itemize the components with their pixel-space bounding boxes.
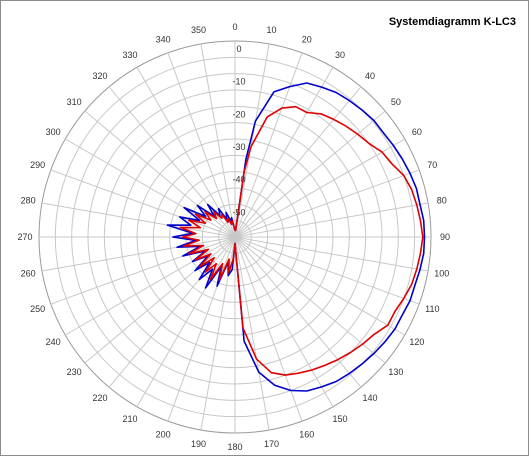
grid-spoke (50, 169, 236, 238)
angle-labels: 0 10 20 30 40 50 60 70 80 90 100 110 120 130 140 150 160… (17, 22, 450, 452)
grid-spoke (41, 202, 236, 238)
angle-tick-label: 70 (427, 160, 437, 170)
radial-tick-label: -40 (232, 175, 245, 185)
angle-tick-label: 300 (46, 127, 61, 137)
radial-tick-label: -20 (232, 109, 245, 119)
grid-spoke (41, 236, 236, 272)
angle-tick-label: 180 (227, 442, 242, 452)
angle-tick-label: 170 (264, 439, 279, 449)
angle-tick-label: 330 (122, 50, 137, 60)
angle-tick-label: 240 (46, 337, 61, 347)
grid-spoke (84, 236, 236, 364)
angle-tick-label: 320 (92, 71, 107, 81)
radial-labels: 0 -10 -20 -30 -40 -50 (232, 44, 245, 217)
series-layer (166, 82, 426, 392)
chart-title: Systemdiagramm K-LC3 (389, 16, 516, 28)
angle-tick-label: 90 (440, 232, 450, 242)
grid-spoke (84, 110, 236, 238)
grid-spoke (234, 110, 386, 238)
grid-spoke (234, 202, 429, 238)
grid-spoke (65, 236, 236, 336)
angle-tick-label: 230 (67, 367, 82, 377)
grid-spoke (234, 236, 420, 305)
series-line-2 (179, 105, 424, 376)
grid-spoke (167, 236, 236, 422)
angle-tick-label: 280 (21, 196, 36, 206)
grid-spoke (234, 236, 429, 272)
grid-spoke (234, 43, 270, 238)
angle-tick-label: 80 (437, 196, 447, 206)
grid-spoke (167, 52, 236, 238)
angle-tick-label: 30 (335, 50, 345, 60)
angle-tick-label: 10 (266, 25, 276, 35)
grid-spoke (108, 236, 236, 388)
angle-tick-label: 220 (92, 393, 107, 403)
angle-tick-label: 60 (412, 127, 422, 137)
angle-tick-label: 100 (434, 269, 449, 279)
grid-spoke (234, 236, 334, 407)
angle-tick-label: 50 (391, 97, 401, 107)
angle-tick-label: 210 (122, 414, 137, 424)
grid-spoke (234, 86, 362, 238)
angle-tick-label: 290 (30, 160, 45, 170)
grid-spoke (234, 138, 405, 238)
angle-tick-label: 350 (191, 25, 206, 35)
grid-spoke (234, 67, 334, 238)
grid-spoke (50, 236, 236, 305)
grid-spokes (39, 41, 431, 433)
angle-tick-label: 120 (409, 337, 424, 347)
radial-tick-label: -10 (232, 77, 245, 87)
angle-tick-label: 0 (232, 22, 237, 32)
radial-tick-label: -30 (232, 142, 245, 152)
grid-spoke (234, 236, 270, 431)
grid-spoke (234, 236, 386, 364)
radial-tick-label: -50 (232, 207, 245, 217)
angle-tick-label: 270 (17, 232, 32, 242)
angle-tick-label: 310 (67, 97, 82, 107)
grid-spoke (234, 236, 405, 336)
angle-tick-label: 340 (156, 35, 171, 45)
angle-tick-label: 130 (388, 367, 403, 377)
grid-spoke (136, 236, 236, 407)
grid-spoke (234, 169, 420, 238)
grid-spoke (234, 52, 303, 238)
grid-spoke (234, 236, 362, 388)
angle-tick-label: 20 (302, 35, 312, 45)
angle-tick-label: 250 (30, 304, 45, 314)
grid-spoke (200, 43, 236, 238)
angle-tick-label: 110 (425, 304, 439, 314)
angle-tick-label: 40 (365, 71, 375, 81)
angle-tick-label: 190 (191, 439, 206, 449)
angle-tick-label: 200 (156, 429, 171, 439)
angle-tick-label: 140 (362, 393, 377, 403)
angle-tick-label: 150 (332, 414, 347, 424)
radial-tick-label: 0 (236, 44, 241, 54)
angle-tick-label: 260 (21, 269, 36, 279)
grid-spoke (65, 138, 236, 238)
angle-tick-label: 160 (299, 429, 314, 439)
